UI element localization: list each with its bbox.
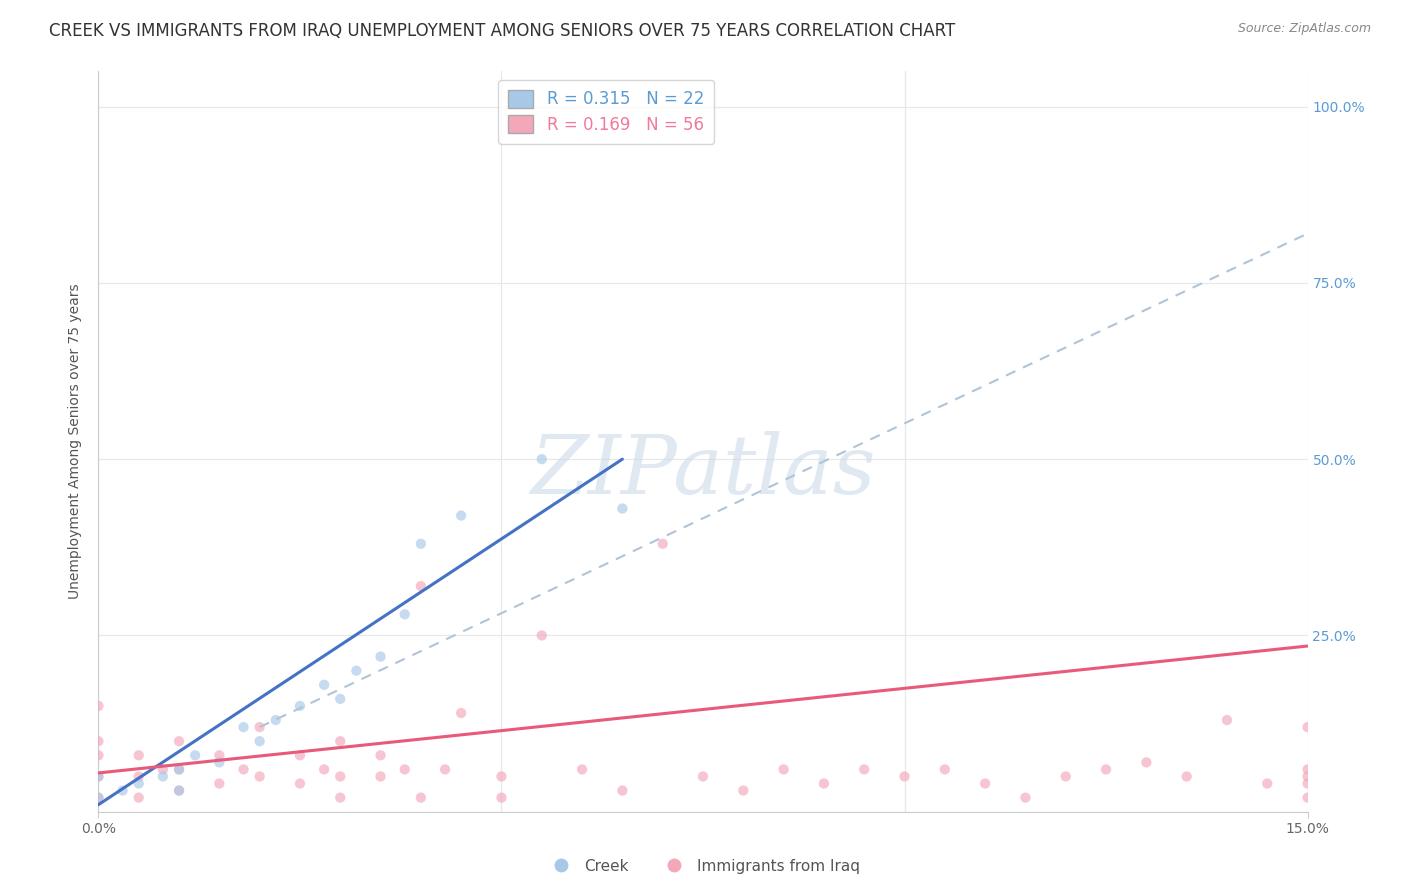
Point <box>249 720 271 734</box>
Point <box>1014 790 1036 805</box>
Point <box>249 734 271 748</box>
Point <box>813 776 835 790</box>
Point <box>249 769 271 783</box>
Legend: Creek, Immigrants from Iraq: Creek, Immigrants from Iraq <box>540 853 866 880</box>
Point <box>87 734 110 748</box>
Point <box>167 763 190 777</box>
Point <box>934 763 956 777</box>
Point <box>409 579 432 593</box>
Point <box>128 769 150 783</box>
Point <box>1175 769 1198 783</box>
Point <box>394 607 416 622</box>
Point <box>264 713 287 727</box>
Point <box>1296 776 1319 790</box>
Point <box>530 628 553 642</box>
Point <box>733 783 755 797</box>
Point <box>491 769 513 783</box>
Point <box>409 537 432 551</box>
Point <box>1216 713 1239 727</box>
Point <box>409 790 432 805</box>
Text: Source: ZipAtlas.com: Source: ZipAtlas.com <box>1237 22 1371 36</box>
Point <box>974 776 997 790</box>
Text: CREEK VS IMMIGRANTS FROM IRAQ UNEMPLOYMENT AMONG SENIORS OVER 75 YEARS CORRELATI: CREEK VS IMMIGRANTS FROM IRAQ UNEMPLOYME… <box>49 22 956 40</box>
Point <box>329 769 352 783</box>
Point <box>87 698 110 713</box>
Point <box>128 776 150 790</box>
Point <box>370 649 392 664</box>
Point <box>314 678 336 692</box>
Point <box>208 756 231 770</box>
Point <box>772 763 794 777</box>
Point <box>232 720 254 734</box>
Point <box>1296 790 1319 805</box>
Point <box>612 501 634 516</box>
Point <box>288 698 311 713</box>
Point <box>208 748 231 763</box>
Y-axis label: Unemployment Among Seniors over 75 years: Unemployment Among Seniors over 75 years <box>69 284 83 599</box>
Point <box>111 783 134 797</box>
Point <box>450 706 472 720</box>
Point <box>152 769 174 783</box>
Point <box>329 734 352 748</box>
Point <box>434 763 457 777</box>
Point <box>893 769 915 783</box>
Point <box>530 452 553 467</box>
Point <box>1095 763 1118 777</box>
Legend: R = 0.315   N = 22, R = 0.169   N = 56: R = 0.315 N = 22, R = 0.169 N = 56 <box>498 79 714 144</box>
Point <box>87 748 110 763</box>
Point <box>394 763 416 777</box>
Point <box>87 790 110 805</box>
Point <box>288 776 311 790</box>
Point <box>87 769 110 783</box>
Point <box>167 783 190 797</box>
Point <box>344 664 367 678</box>
Point <box>1054 769 1077 783</box>
Point <box>167 783 190 797</box>
Point <box>87 790 110 805</box>
Point <box>152 763 174 777</box>
Point <box>1296 769 1319 783</box>
Point <box>370 769 392 783</box>
Point <box>1296 763 1319 777</box>
Point <box>329 692 352 706</box>
Point <box>208 776 231 790</box>
Point <box>1256 776 1278 790</box>
Point <box>232 763 254 777</box>
Point <box>329 790 352 805</box>
Point <box>491 790 513 805</box>
Point <box>651 537 673 551</box>
Point <box>128 790 150 805</box>
Point <box>450 508 472 523</box>
Point <box>571 763 593 777</box>
Point <box>853 763 876 777</box>
Point <box>128 748 150 763</box>
Point <box>288 748 311 763</box>
Point <box>167 734 190 748</box>
Point <box>314 763 336 777</box>
Text: ZIPatlas: ZIPatlas <box>530 431 876 511</box>
Point <box>612 783 634 797</box>
Point <box>87 769 110 783</box>
Point <box>692 769 714 783</box>
Point <box>184 748 207 763</box>
Point <box>1296 720 1319 734</box>
Point <box>1135 756 1157 770</box>
Point <box>370 748 392 763</box>
Point <box>167 763 190 777</box>
